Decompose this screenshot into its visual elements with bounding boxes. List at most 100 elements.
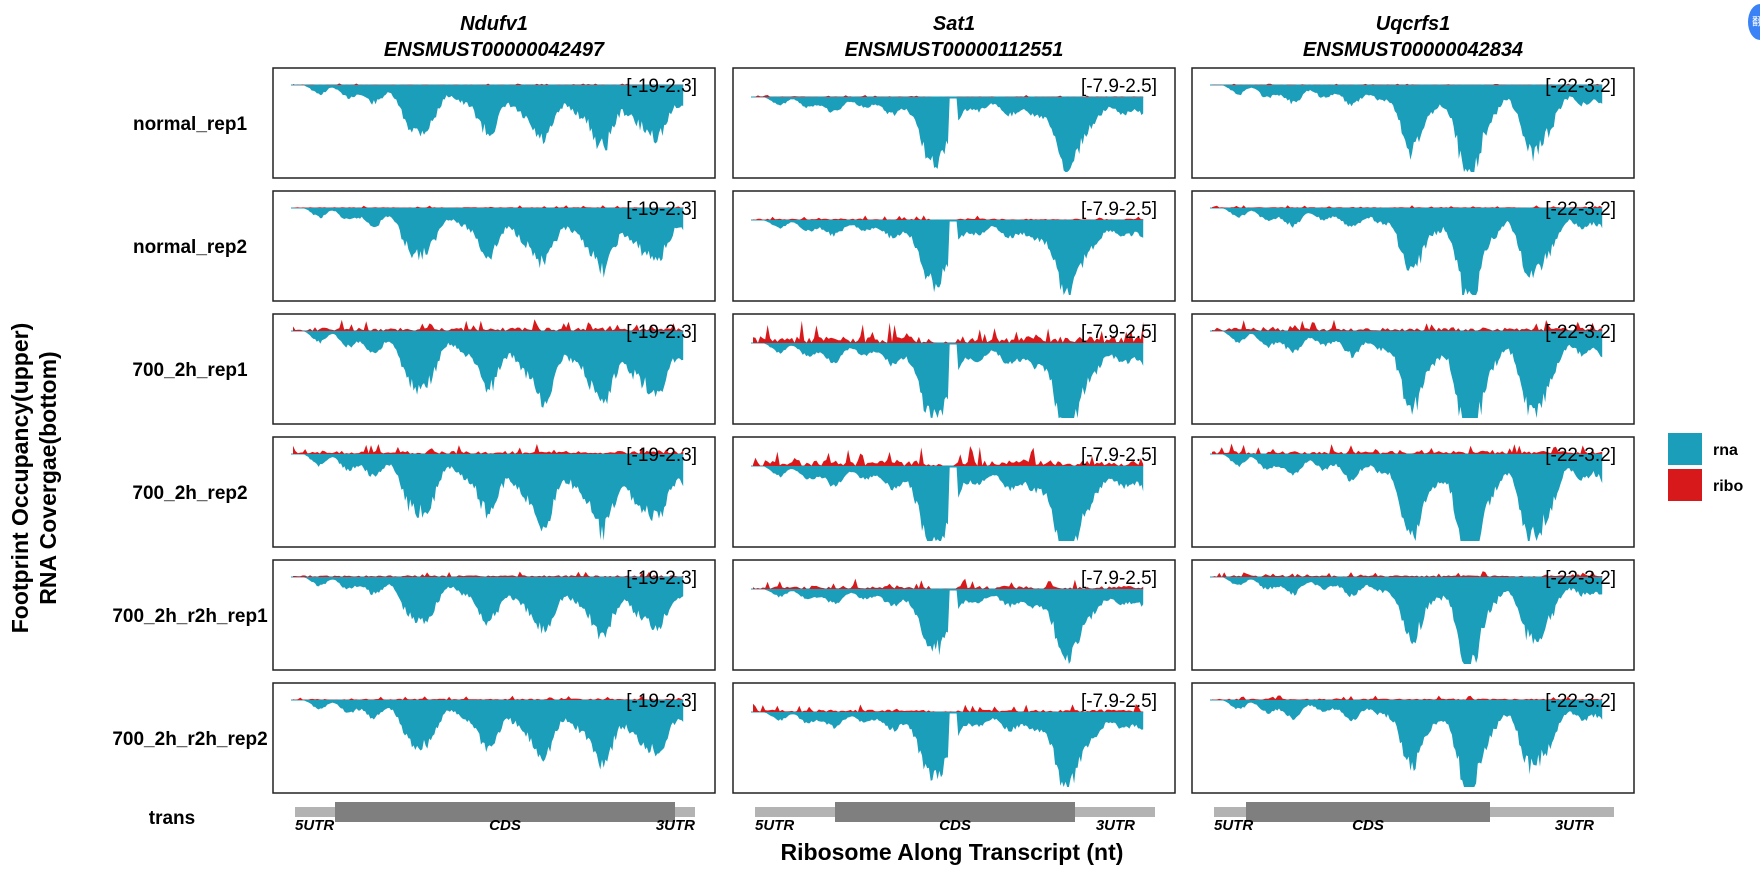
transcript-id-title: ENSMUST00000042497 bbox=[384, 39, 605, 61]
y-axis-label-line-2: RNA Covergae(bottom) bbox=[35, 351, 61, 604]
rna-coverage-area bbox=[763, 589, 1144, 664]
rna-legend-swatch bbox=[1668, 433, 1702, 465]
rna-coverage-area bbox=[303, 700, 684, 770]
coverage-panel: [-7.9-2.5] bbox=[732, 559, 1176, 671]
range-label: [-19-2.3] bbox=[626, 199, 697, 220]
rna-coverage-area bbox=[303, 208, 684, 278]
cds-bar bbox=[1246, 802, 1490, 822]
range-label: [-22-3.2] bbox=[1545, 445, 1616, 466]
transcript-id-title: ENSMUST00000042834 bbox=[1303, 39, 1523, 61]
sample-label: 700_2h_r2h_rep2 bbox=[112, 729, 267, 750]
gene-titles: Ndufv1 ENSMUST00000042497 Sat1 ENSMUST00000… bbox=[384, 13, 1523, 61]
range-label: [-7.9-2.5] bbox=[1081, 76, 1157, 97]
segment-label: 3UTR bbox=[1096, 817, 1135, 834]
coverage-panel: [-22-3.2] bbox=[1191, 559, 1635, 671]
coverage-panel: [-19-2.3] bbox=[272, 67, 716, 179]
range-label: [-22-3.2] bbox=[1545, 322, 1616, 343]
rna-coverage-area bbox=[303, 454, 684, 541]
panel-frame bbox=[732, 67, 1176, 179]
coverage-panel: [-19-2.3] bbox=[272, 682, 716, 794]
ribo-footprint-area bbox=[293, 571, 684, 577]
coverage-panel: [-19-2.3] bbox=[272, 436, 716, 548]
coverage-panel: [-22-3.2] bbox=[1191, 436, 1635, 548]
range-label: [-7.9-2.5] bbox=[1081, 322, 1157, 343]
x-axis-label: Ribosome Along Transcript (nt) bbox=[781, 839, 1124, 865]
sample-label: normal_rep2 bbox=[133, 237, 247, 258]
cds-bar bbox=[335, 802, 675, 822]
rna-coverage-area bbox=[763, 343, 1144, 418]
track-label: trans bbox=[149, 808, 195, 829]
panel-frame bbox=[732, 313, 1176, 425]
segment-label: CDS bbox=[489, 817, 521, 834]
ribo-footprint-area bbox=[753, 320, 1144, 343]
panel-frame bbox=[732, 436, 1176, 548]
rna-coverage-area bbox=[1222, 700, 1603, 787]
range-label: [-19-2.3] bbox=[626, 568, 697, 589]
ribo-footprint-area bbox=[293, 695, 684, 700]
coverage-panel: [-22-3.2] bbox=[1191, 682, 1635, 794]
transcript-track: 5UTR CDS 3UTR bbox=[295, 802, 695, 834]
ribo-legend-label: ribo bbox=[1713, 478, 1743, 495]
ribo-footprint-area bbox=[1212, 205, 1603, 208]
range-label: [-19-2.3] bbox=[626, 691, 697, 712]
coverage-panel: [-19-2.3] bbox=[272, 190, 716, 302]
legend: rna ribo bbox=[1668, 433, 1743, 501]
transcript-track: 5UTR CDS 3UTR bbox=[1214, 802, 1614, 834]
ribo-footprint-area bbox=[293, 443, 684, 454]
transcript-track: 5UTR CDS 3UTR bbox=[755, 802, 1155, 834]
rna-coverage-area bbox=[1222, 454, 1603, 541]
ribo-footprint-area bbox=[293, 319, 684, 331]
rna-coverage-area bbox=[1222, 208, 1603, 295]
sample-label: 700_2h_rep1 bbox=[132, 360, 248, 381]
ribo-legend-swatch bbox=[1668, 469, 1702, 501]
coverage-panel: [-7.9-2.5] bbox=[732, 313, 1176, 425]
range-label: [-19-2.3] bbox=[626, 445, 697, 466]
ribo-footprint-area bbox=[753, 578, 1144, 589]
y-axis-label: Footprint Occupancy(upper) RNA Covergae(… bbox=[7, 323, 61, 634]
segment-label: CDS bbox=[1352, 817, 1384, 834]
coverage-panel: [-7.9-2.5] bbox=[732, 67, 1176, 179]
coverage-panels: [-19-2.3] [-19-2.3] [-19-2.3] [-19-2.3] [-19… bbox=[272, 67, 1635, 794]
range-label: [-22-3.2] bbox=[1545, 199, 1616, 220]
rna-coverage-area bbox=[763, 466, 1144, 541]
transcript-id-title: ENSMUST00000112551 bbox=[845, 39, 1064, 61]
range-label: [-22-3.2] bbox=[1545, 691, 1616, 712]
panel-frame bbox=[732, 559, 1176, 671]
ribo-footprint-area bbox=[753, 215, 1144, 220]
sample-label: 700_2h_rep2 bbox=[132, 483, 247, 504]
range-label: [-7.9-2.5] bbox=[1081, 568, 1157, 589]
coverage-panel: [-22-3.2] bbox=[1191, 190, 1635, 302]
range-label: [-7.9-2.5] bbox=[1081, 199, 1157, 220]
coverage-panel: [-19-2.3] bbox=[272, 559, 716, 671]
sample-label: normal_rep1 bbox=[133, 114, 247, 135]
segment-label: 3UTR bbox=[1555, 817, 1594, 834]
segment-label: 3UTR bbox=[656, 817, 695, 834]
ribo-footprint-area bbox=[753, 95, 1144, 97]
rna-legend-label: rna bbox=[1713, 442, 1738, 459]
segment-label: 5UTR bbox=[755, 817, 794, 834]
coverage-panel: [-19-2.3] bbox=[272, 313, 716, 425]
ribo-footprint-area bbox=[753, 446, 1144, 466]
ribo-footprint-area bbox=[293, 83, 684, 85]
sample-label: 700_2h_r2h_rep1 bbox=[112, 606, 268, 627]
coverage-panel: [-22-3.2] bbox=[1191, 67, 1635, 179]
floating-assistant-icon[interactable]: 翻 bbox=[1748, 4, 1760, 40]
coverage-panel: [-7.9-2.5] bbox=[732, 682, 1176, 794]
segment-label: 5UTR bbox=[295, 817, 334, 834]
y-axis-label-line-1: Footprint Occupancy(upper) bbox=[7, 323, 33, 634]
gene-name-title: Uqcrfs1 bbox=[1376, 13, 1450, 35]
rna-coverage-area bbox=[763, 712, 1144, 787]
gene-name-title: Sat1 bbox=[933, 13, 975, 35]
range-label: [-19-2.3] bbox=[626, 322, 697, 343]
coverage-panel: [-22-3.2] bbox=[1191, 313, 1635, 425]
sample-labels: normal_rep1 normal_rep2 700_2h_rep1 700_2h_… bbox=[112, 114, 268, 750]
rna-coverage-area bbox=[763, 220, 1144, 295]
rna-coverage-area bbox=[763, 97, 1144, 172]
ribo-footprint-area bbox=[1212, 571, 1603, 577]
range-label: [-7.9-2.5] bbox=[1081, 445, 1157, 466]
transcript-structure-tracks: 5UTR CDS 3UTR 5UTR CDS 3UTR 5UTR CDS 3UTR bbox=[295, 802, 1614, 834]
range-label: [-22-3.2] bbox=[1545, 568, 1616, 589]
ribo-footprint-area bbox=[293, 205, 684, 208]
cds-bar bbox=[835, 802, 1075, 822]
